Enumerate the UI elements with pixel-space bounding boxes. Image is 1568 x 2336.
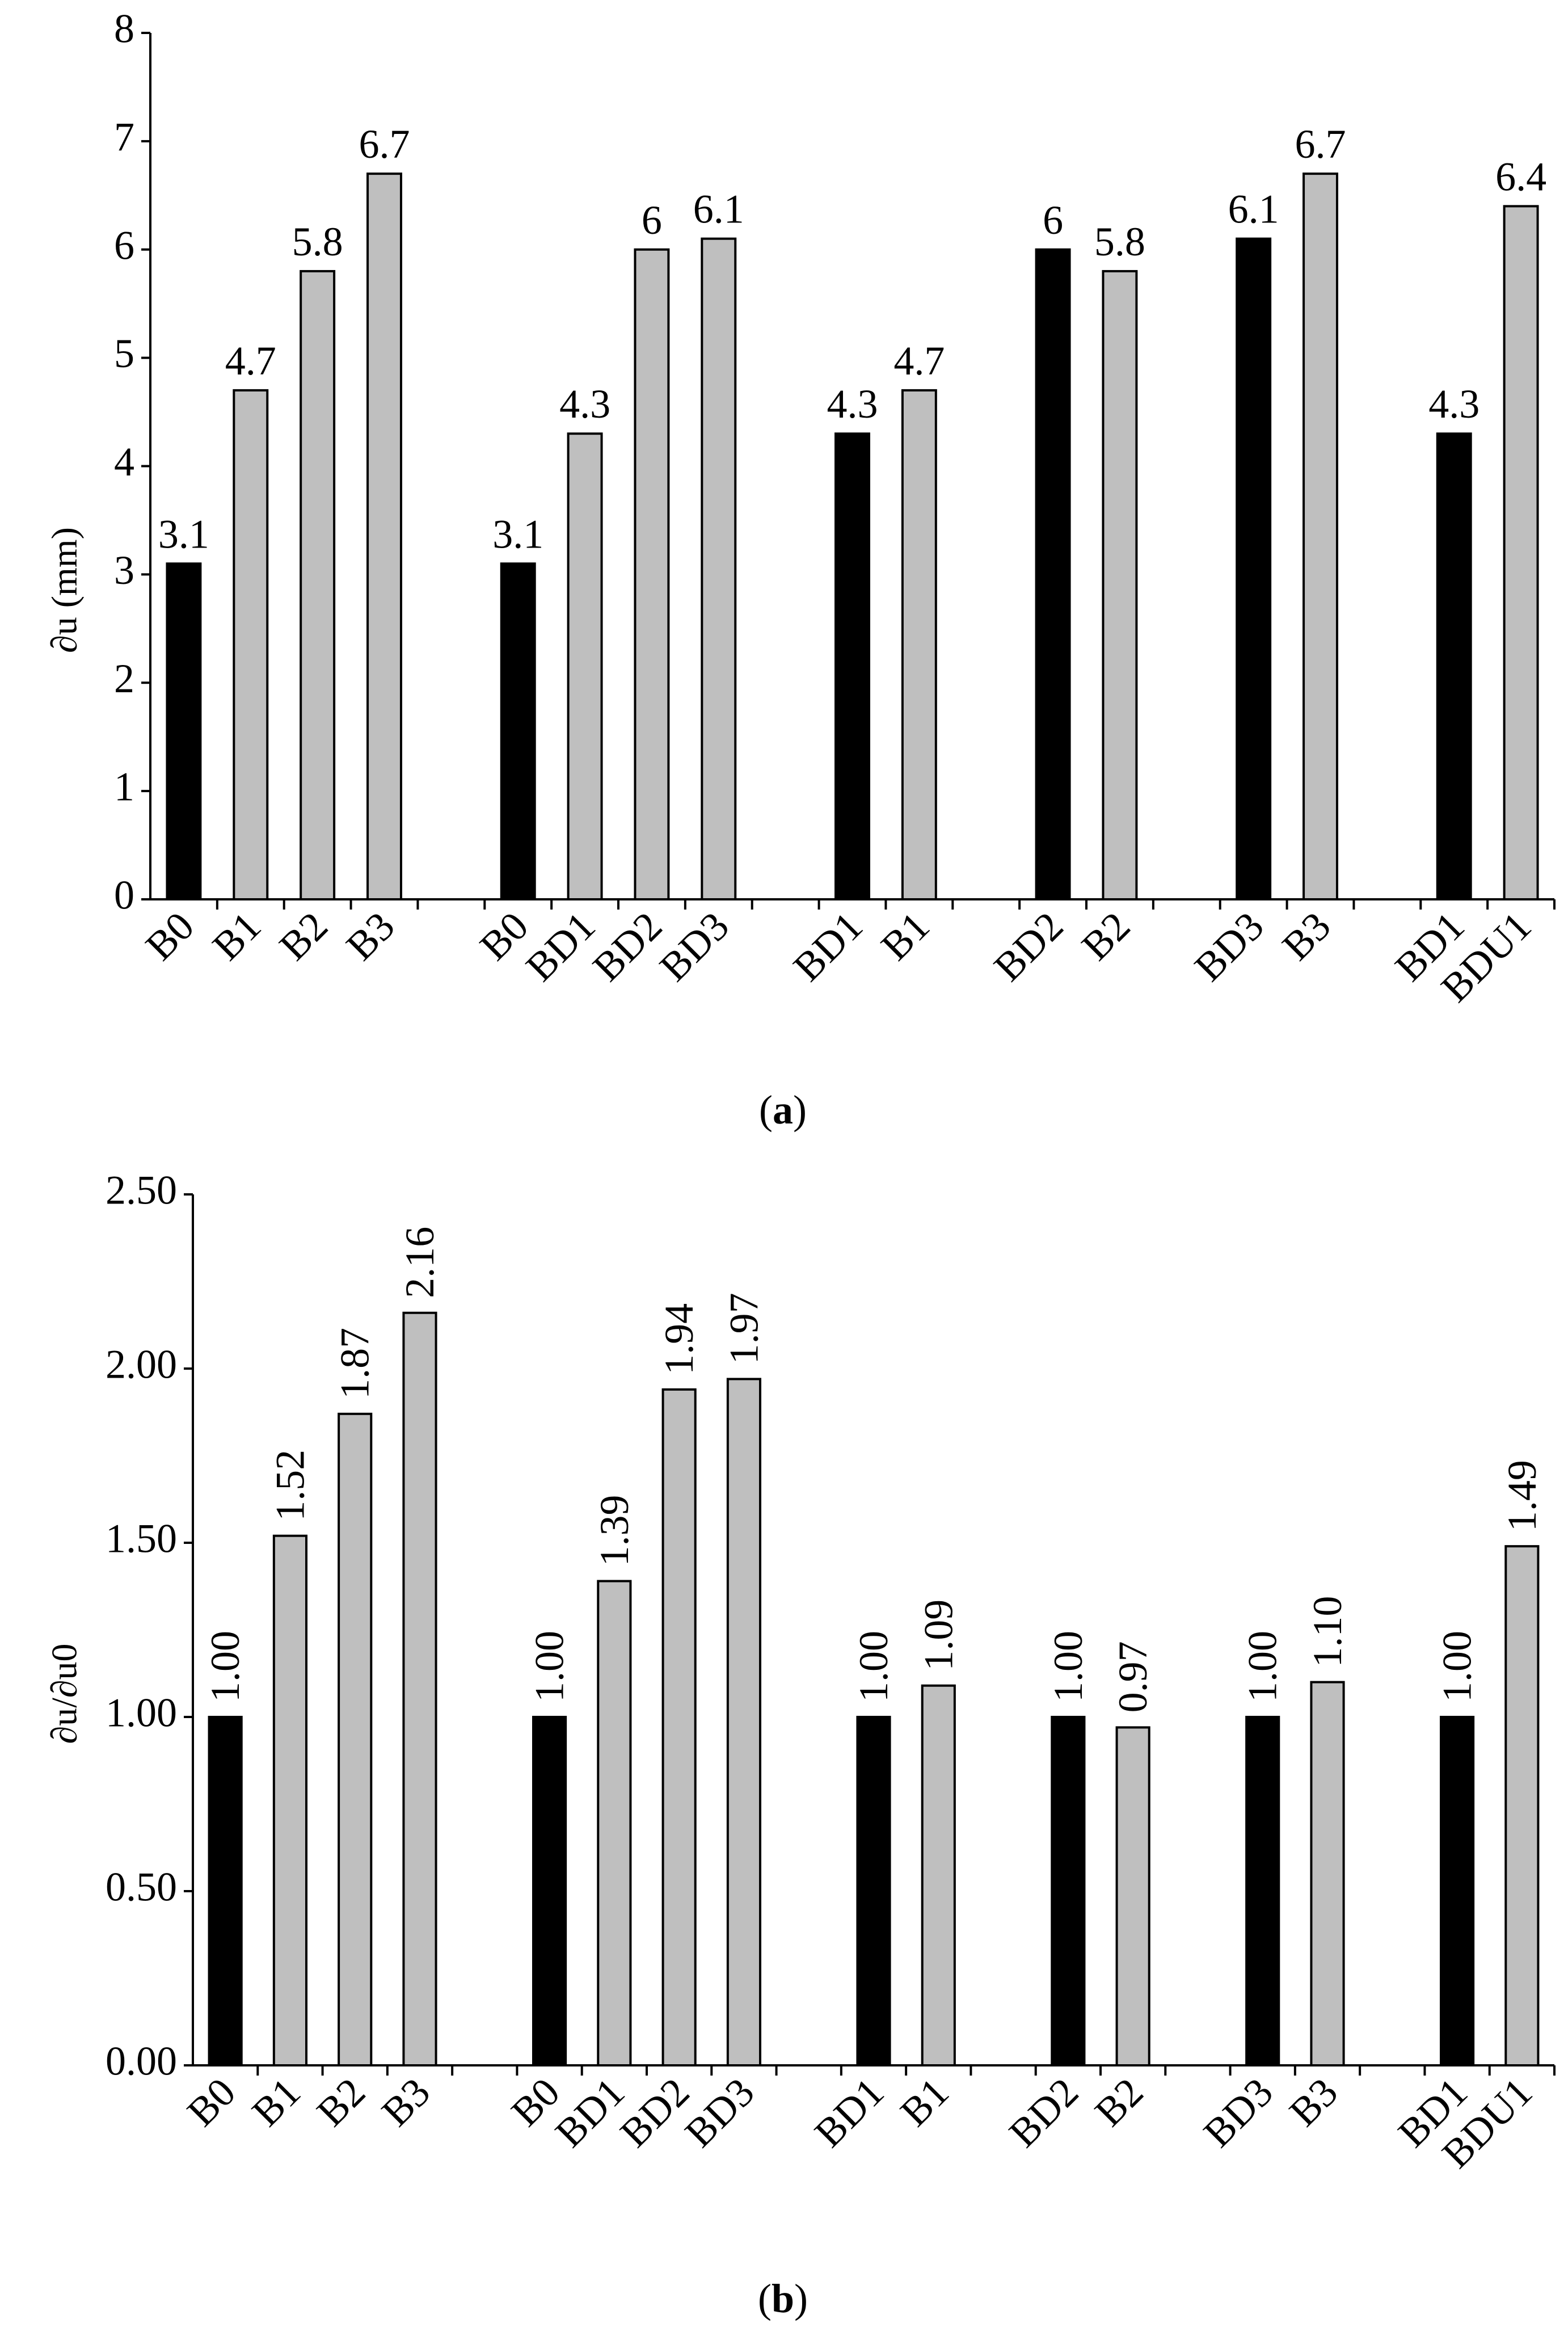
y-axis-title-panel-a: ∂u (mm): [44, 527, 85, 653]
data-label-panel-a: 6.4: [1495, 154, 1546, 199]
data-label-panel-b: 2.16: [397, 1227, 442, 1298]
bar-b3-panel-a: [1303, 172, 1338, 901]
data-label-panel-b: 1.10: [1305, 1596, 1350, 1668]
data-label-panel-a: 4.3: [1428, 381, 1480, 427]
bar-bd2-panel-b: [1051, 1716, 1086, 2066]
data-label-panel-a: 3.1: [158, 511, 209, 557]
data-label-panel-a: 3.1: [492, 511, 543, 557]
bar-bd1-panel-b: [597, 1580, 632, 2067]
bar-bd3-panel-a: [1236, 237, 1272, 901]
data-label-panel-b: 0.97: [1110, 1641, 1156, 1712]
y-tick-label-panel-a: 4: [114, 439, 134, 485]
y-tick-label-panel-a: 1: [114, 764, 134, 810]
bar-b2-panel-b: [338, 1412, 373, 2067]
bar-b0-panel-b: [208, 1716, 243, 2066]
bar-bd3-panel-b: [1245, 1716, 1280, 2066]
data-label-panel-b: 1.94: [656, 1303, 702, 1375]
data-label-panel-a: 4.3: [559, 381, 610, 427]
bar-bd1-panel-a: [834, 432, 870, 900]
data-label-panel-b: 1.87: [332, 1328, 378, 1399]
y-tick-label-panel-b: 1.50: [106, 1516, 177, 1561]
data-label-panel-a: 4.7: [893, 338, 945, 384]
data-label-panel-a: 6.7: [1295, 121, 1346, 167]
data-label-panel-a: 6: [1043, 197, 1063, 243]
y-tick-label-panel-b: 1.00: [106, 1690, 177, 1736]
bar-b3-panel-b: [1310, 1681, 1345, 2067]
caption-close-paren-panel-a: ): [793, 1087, 807, 1133]
data-label-panel-b: 1.52: [267, 1450, 313, 1521]
y-tick-label-panel-b: 2.00: [106, 1342, 177, 1387]
bar-b2-panel-a: [300, 270, 336, 900]
bar-bd3-panel-a: [701, 237, 737, 901]
bar-b0-panel-a: [500, 562, 536, 900]
data-label-panel-b: 1.00: [203, 1631, 248, 1702]
y-tick-label-panel-b: 2.50: [106, 1168, 177, 1213]
bar-bd3-panel-b: [726, 1378, 762, 2066]
bar-bdu1-panel-a: [1503, 205, 1539, 900]
y-tick-label-panel-a: 5: [114, 331, 134, 376]
caption-open-paren-panel-a: (: [759, 1087, 773, 1133]
bar-b1-panel-b: [921, 1684, 956, 2066]
y-tick-label-panel-a: 2: [114, 656, 134, 701]
data-label-panel-a: 4.7: [225, 338, 276, 384]
caption-text-panel-b: (b): [758, 2276, 808, 2321]
data-label-panel-a: 5.8: [292, 219, 343, 264]
bar-b1-panel-a: [901, 389, 937, 900]
chart-panel-a: ∂u (mm) (a) 0123456783.1B04.7B15.8B26.7B…: [44, 6, 1556, 1133]
bar-bd2-panel-a: [1035, 248, 1071, 900]
bar-b1-panel-a: [233, 389, 269, 900]
data-label-panel-b: 1.00: [1435, 1631, 1480, 1702]
y-tick-label-panel-a: 6: [114, 222, 134, 268]
caption-text-panel-a: (a): [759, 1087, 807, 1133]
data-label-panel-a: 6: [642, 197, 662, 243]
data-label-panel-b: 1.49: [1499, 1460, 1545, 1531]
bar-b2-panel-a: [1102, 270, 1138, 900]
caption-letter-panel-b: b: [772, 2276, 794, 2321]
y-tick-label-panel-a: 0: [114, 873, 134, 918]
caption-open-paren-panel-b: (: [758, 2276, 772, 2321]
bar-bd1-panel-a: [567, 432, 603, 900]
bar-b3-panel-a: [366, 172, 402, 901]
caption-panel-a: (a): [759, 1087, 807, 1133]
data-label-panel-a: 6.1: [693, 187, 744, 232]
bar-bd1-panel-a: [1436, 432, 1472, 900]
data-label-panel-b: 1.00: [527, 1631, 572, 1702]
data-label-panel-b: 1.00: [1046, 1631, 1091, 1702]
bar-bd1-panel-b: [856, 1716, 891, 2066]
data-label-panel-a: 5.8: [1094, 219, 1145, 264]
bar-bd2-panel-a: [634, 248, 670, 900]
data-label-panel-b: 1.09: [916, 1600, 961, 1671]
data-label-panel-b: 1.39: [592, 1495, 637, 1567]
y-tick-label-panel-a: 7: [114, 114, 134, 159]
data-label-panel-b: 1.00: [851, 1631, 896, 1702]
y-tick-label-panel-a: 8: [114, 6, 134, 52]
data-label-panel-a: 6.1: [1228, 187, 1279, 232]
bar-bdu1-panel-b: [1504, 1545, 1540, 2066]
data-label-panel-b: 1.97: [721, 1293, 766, 1364]
caption-close-paren-panel-b: ): [794, 2276, 808, 2321]
y-tick-label-panel-a: 3: [114, 548, 134, 593]
bar-bd1-panel-b: [1440, 1716, 1475, 2066]
caption-panel-b: (b): [758, 2276, 808, 2321]
caption-letter-panel-a: a: [773, 1087, 793, 1133]
bar-bd2-panel-b: [661, 1388, 697, 2067]
y-tick-label-panel-b: 0.00: [106, 2039, 177, 2084]
y-axis-title-panel-b: ∂u/∂u0: [44, 1643, 85, 1744]
bar-b0-panel-b: [532, 1716, 567, 2066]
data-label-panel-a: 4.3: [827, 381, 878, 427]
bar-b0-panel-a: [166, 562, 202, 900]
y-tick-label-panel-b: 0.50: [106, 1864, 177, 1910]
data-label-panel-a: 6.7: [359, 121, 410, 167]
bar-b1-panel-b: [272, 1534, 308, 2066]
bar-b3-panel-b: [402, 1311, 437, 2066]
bar-b2-panel-b: [1115, 1726, 1150, 2066]
data-label-panel-b: 1.00: [1240, 1631, 1285, 1702]
